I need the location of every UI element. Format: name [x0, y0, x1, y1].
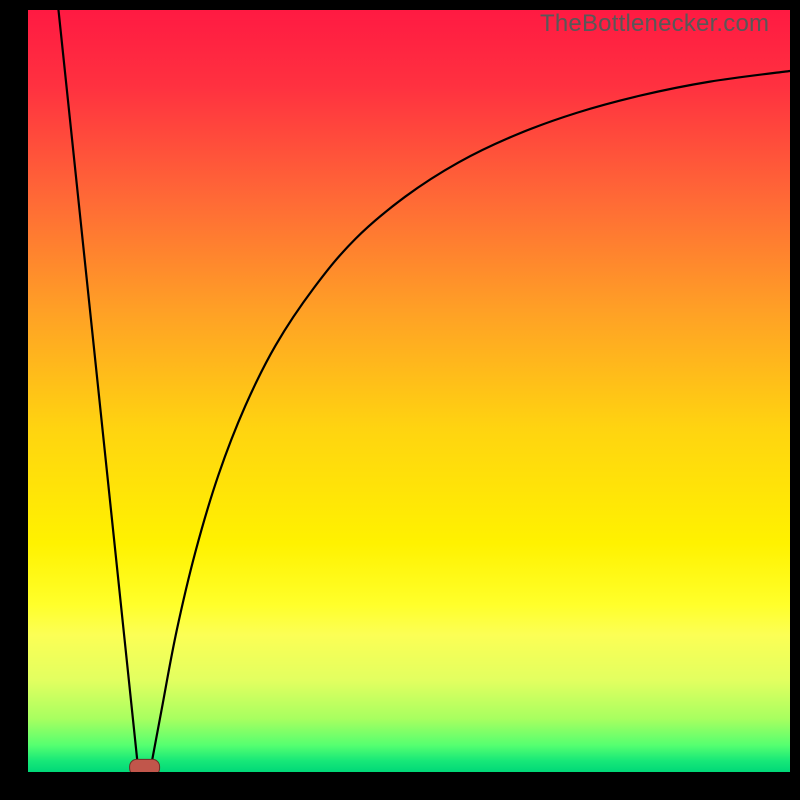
bottleneck-curve-left [58, 10, 138, 772]
bottleneck-curve-right [150, 71, 790, 772]
watermark-text: TheBottlenecker.com [540, 10, 769, 38]
curve-layer [28, 10, 790, 772]
minimum-marker [130, 759, 160, 772]
chart-container: TheBottlenecker.com [0, 0, 800, 800]
plot-area [28, 10, 790, 772]
